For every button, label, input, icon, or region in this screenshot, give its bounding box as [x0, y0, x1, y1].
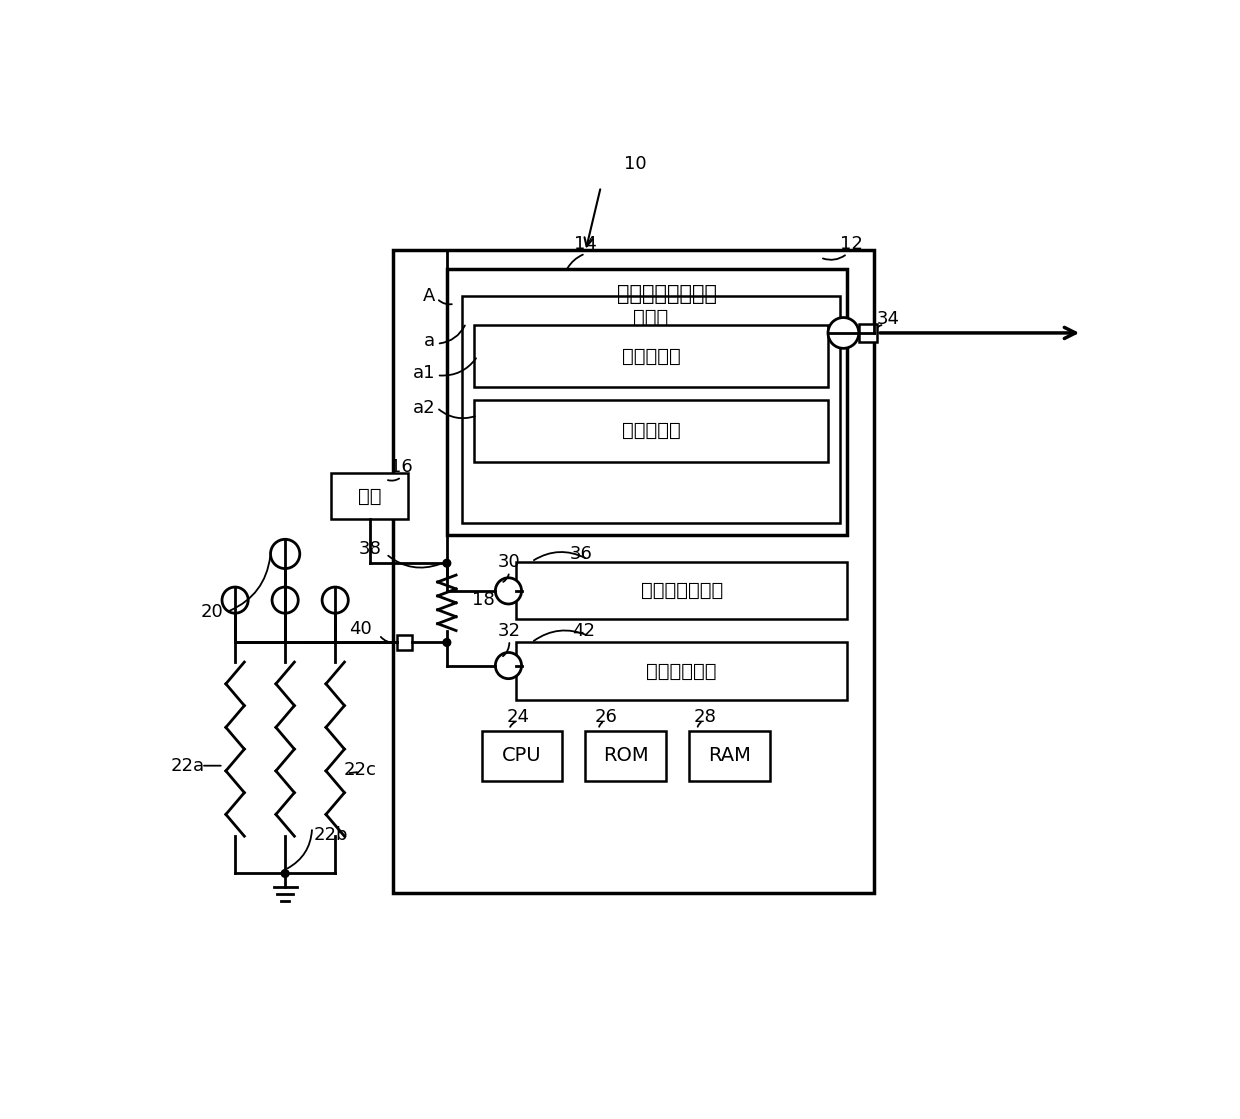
Text: a2: a2: [413, 398, 435, 416]
Text: 18: 18: [472, 591, 495, 609]
Text: 28: 28: [693, 708, 717, 726]
Text: 分压値监视部: 分压値监视部: [646, 661, 717, 680]
Text: RAM: RAM: [708, 746, 751, 765]
Circle shape: [495, 652, 522, 678]
Bar: [516, 642, 847, 700]
Text: 10: 10: [624, 154, 647, 172]
Bar: [474, 326, 828, 387]
Text: 22b: 22b: [314, 826, 348, 844]
Text: 外部电阵确定单元: 外部电阵确定单元: [618, 284, 717, 303]
Text: 22a: 22a: [170, 756, 205, 774]
Circle shape: [281, 869, 289, 877]
Bar: [585, 731, 666, 781]
Bar: [331, 473, 408, 519]
Circle shape: [322, 587, 348, 613]
Circle shape: [495, 577, 522, 604]
Text: 24: 24: [506, 708, 529, 726]
Text: 30: 30: [497, 553, 521, 571]
Text: 12: 12: [839, 235, 863, 253]
Bar: [516, 562, 847, 620]
Text: 第一判断表: 第一判断表: [621, 347, 681, 366]
Text: 14: 14: [574, 235, 596, 253]
Text: 42: 42: [572, 622, 595, 640]
Text: 22c: 22c: [343, 761, 376, 779]
Text: 32: 32: [497, 622, 521, 640]
Text: ROM: ROM: [603, 746, 649, 765]
Bar: [446, 269, 847, 535]
Text: 36: 36: [570, 545, 593, 563]
Text: CPU: CPU: [502, 746, 542, 765]
Text: a: a: [424, 331, 435, 349]
Text: 40: 40: [348, 620, 372, 639]
Text: 20: 20: [201, 603, 223, 621]
Text: 34: 34: [877, 310, 899, 328]
Text: 电源: 电源: [358, 487, 382, 506]
Bar: [393, 250, 874, 893]
Circle shape: [222, 587, 248, 613]
Text: 电源电压监视部: 电源电压监视部: [641, 581, 723, 600]
Text: 16: 16: [391, 458, 413, 476]
Bar: [474, 399, 828, 461]
Text: 38: 38: [358, 539, 382, 557]
Circle shape: [828, 318, 859, 348]
Text: 第二判断表: 第二判断表: [621, 421, 681, 440]
Bar: [481, 731, 563, 781]
Circle shape: [443, 639, 450, 647]
Bar: [689, 731, 770, 781]
Bar: [463, 297, 839, 523]
Text: A: A: [423, 286, 435, 305]
Circle shape: [443, 560, 450, 567]
Text: 26: 26: [595, 708, 618, 726]
Text: a1: a1: [413, 364, 435, 382]
Circle shape: [270, 539, 300, 568]
Circle shape: [272, 587, 299, 613]
Bar: [859, 323, 877, 342]
Text: 关系表: 关系表: [634, 308, 668, 327]
Bar: [397, 634, 412, 650]
